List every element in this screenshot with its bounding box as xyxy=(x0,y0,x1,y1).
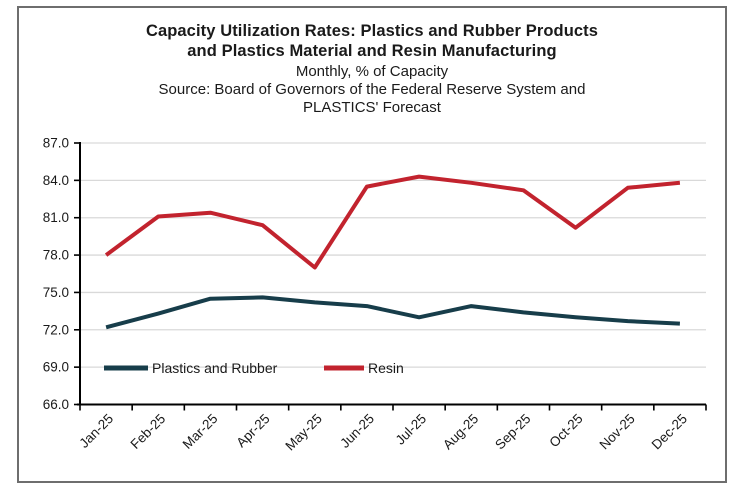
x-tick-label: Apr-25 xyxy=(233,411,272,450)
x-tick-label: Dec-25 xyxy=(649,411,690,452)
x-tick-label: Sep-25 xyxy=(492,411,533,452)
y-tick-label: 66.0 xyxy=(43,397,69,412)
x-tick-label: Aug-25 xyxy=(440,411,481,452)
series-line-resin xyxy=(104,174,681,270)
y-tick-label: 75.0 xyxy=(43,285,69,300)
x-tick-label: Jun-25 xyxy=(337,411,377,451)
y-tick-label: 84.0 xyxy=(43,173,69,188)
y-axis xyxy=(74,142,81,406)
legend-item-plastics-and-rubber: Plastics and Rubber xyxy=(104,360,278,376)
x-tick-label: May-25 xyxy=(282,411,324,453)
x-tick-label: Feb-25 xyxy=(128,411,169,452)
x-axis xyxy=(77,403,707,411)
series-line-plastics-and-rubber xyxy=(105,295,680,330)
x-tick-label: Nov-25 xyxy=(596,411,637,452)
x-tick-label: Oct-25 xyxy=(546,411,585,450)
y-tick-label: 72.0 xyxy=(43,322,69,337)
chart-header: Capacity Utilization Rates: Plastics and… xyxy=(17,21,727,117)
y-tick-label: 69.0 xyxy=(43,360,69,375)
chart-subtitle: Monthly, % of Capacity xyxy=(295,63,449,80)
legend-label-resin: Resin xyxy=(368,360,404,376)
x-axis-labels: Jan-25 Feb-25 Mar-25 Apr-25 May-25 Jun-25 Jul-… xyxy=(76,411,690,453)
x-tick-label: Jan-25 xyxy=(76,411,116,451)
legend-item-resin: Resin xyxy=(324,360,404,376)
chart-title-line2: and Plastics Material and Resin Manufact… xyxy=(187,42,557,60)
legend-label-plastics-and-rubber: Plastics and Rubber xyxy=(152,360,278,376)
legend: Plastics and Rubber Resin xyxy=(104,360,404,376)
y-tick-label: 81.0 xyxy=(43,210,69,225)
y-axis-labels: 66.0 69.0 72.0 75.0 78.0 81.0 84.0 87.0 xyxy=(43,136,69,413)
chart-source-line1: Source: Board of Governors of the Federa… xyxy=(158,81,586,98)
gridlines xyxy=(80,142,706,368)
x-tick-label: Jul-25 xyxy=(393,411,430,448)
x-tick-label: Mar-25 xyxy=(180,411,221,452)
chart-title-line1: Capacity Utilization Rates: Plastics and… xyxy=(145,22,599,40)
chart-source-line2: PLASTICS' Forecast xyxy=(303,99,441,116)
y-tick-label: 78.0 xyxy=(43,248,69,263)
y-tick-label: 87.0 xyxy=(43,136,69,151)
